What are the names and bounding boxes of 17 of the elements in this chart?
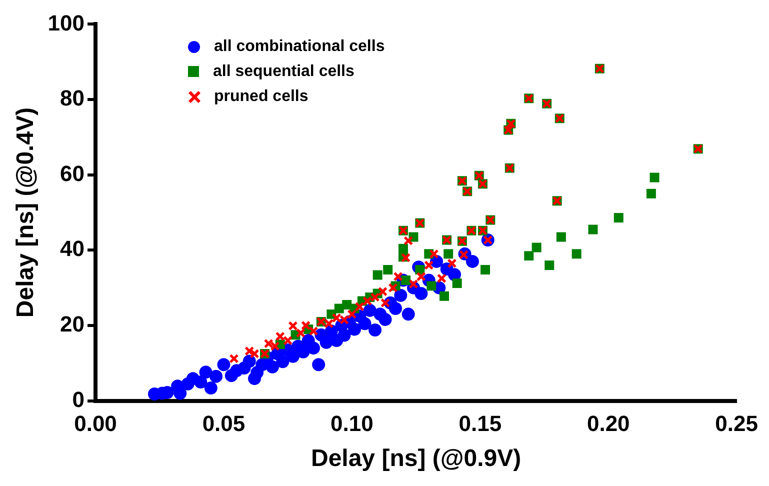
x-tick-label: 0.15 — [458, 411, 502, 436]
legend-label: all combinational cells — [214, 37, 385, 57]
y-tick-label: 20 — [60, 312, 85, 337]
x-axis-title: Delay [ns] (@0.9V) — [310, 445, 522, 472]
x-tick-label: 0.25 — [715, 411, 758, 436]
y-tick-label: 0 — [72, 386, 85, 412]
x-tick-label: 0.20 — [586, 411, 630, 436]
x-tick-label: 0.10 — [330, 411, 374, 436]
legend-label: all sequential cells — [213, 62, 354, 82]
x-tick-label: 0.05 — [202, 411, 246, 436]
x-tick-label: 0.00 — [74, 411, 117, 436]
legend-label: pruned cells — [214, 87, 308, 107]
y-tick-label: 80 — [60, 86, 85, 111]
y-tick-label: 40 — [60, 236, 85, 262]
y-tick-label: 100 — [48, 10, 85, 36]
y-tick-label: 60 — [60, 160, 85, 186]
y-axis-title: Delay [ns] (@0.4V) — [12, 107, 40, 318]
